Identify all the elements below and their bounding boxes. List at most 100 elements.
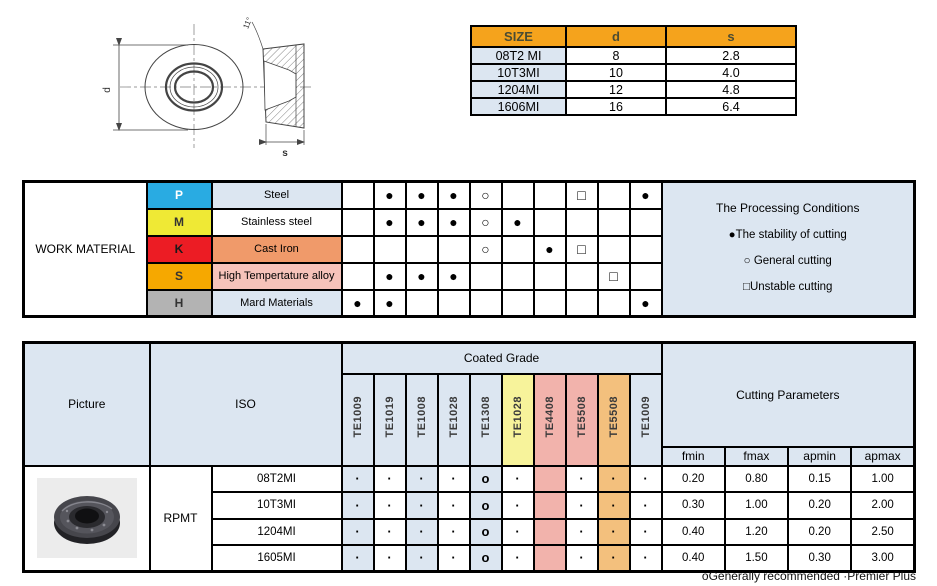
grade-column-header: TE1009 — [340, 372, 375, 467]
size-table-header: SIZE d s — [470, 25, 797, 48]
grade-column-header: TE5508 — [564, 372, 599, 467]
iso-size: 1204MI — [210, 517, 343, 546]
apmax-value: 1.00 — [850, 464, 916, 493]
wm-row-p: WORK MATERIAL P Steel ● ● ● ○ □ ● The Pr… — [22, 180, 916, 318]
insert-row: 1204MI · · · · o · · · · 0.40 1.20 0.20 … — [24, 517, 916, 546]
suitability-mark — [372, 234, 407, 264]
grade-mark: · — [596, 464, 631, 493]
suitability-mark — [564, 288, 599, 318]
fmin-header: fmin — [660, 445, 726, 467]
suitability-mark: ○ — [468, 234, 503, 264]
grade-label: TE1028 — [447, 396, 460, 438]
grade-mark — [532, 517, 567, 546]
suitability-mark — [436, 234, 471, 264]
material-name: High Tempertature alloy — [210, 261, 343, 291]
legend-item-stability: ●The stability of cutting — [728, 229, 847, 241]
iso-header: ISO — [148, 341, 343, 467]
grade-mark: · — [628, 517, 663, 546]
cutting-parameters-header: Cutting Parameters — [660, 341, 916, 448]
apmax-value: 3.00 — [850, 543, 916, 573]
grade-label: TE1308 — [479, 396, 492, 438]
suitability-mark — [468, 261, 503, 291]
grade-mark: · — [500, 543, 535, 573]
apmin-value: 0.15 — [787, 464, 853, 493]
angle-label: 11° — [241, 16, 254, 30]
suitability-mark — [532, 207, 567, 237]
picture-header: Picture — [22, 341, 151, 467]
iso-size: 10T3MI — [210, 490, 343, 520]
d-value: 8 — [565, 46, 667, 65]
wm-row-m: M Stainless steel ● ● ● ○ ● — [24, 207, 915, 237]
suitability-mark — [628, 207, 663, 237]
grade-column-header: TE5508 — [596, 372, 631, 467]
suitability-mark — [340, 207, 375, 237]
size-name: 08T2 MI — [470, 46, 567, 65]
suitability-mark — [340, 234, 375, 264]
coated-grade-header: Coated Grade — [340, 341, 663, 375]
apmin-header: apmin — [787, 445, 853, 467]
wm-row-s: S High Tempertature alloy ● ● ● □ — [24, 261, 915, 291]
size-table: SIZE d s 08T2 MI 8 2.8 10T3MI 10 4.0 120… — [470, 25, 797, 116]
suitability-mark — [500, 288, 535, 318]
grade-mark: · — [500, 464, 535, 493]
grade-mark: · — [340, 490, 375, 520]
grade-mark: · — [596, 517, 631, 546]
grade-column-header: TE1009 — [628, 372, 663, 467]
grade-column-header: TE1028 — [436, 372, 471, 467]
material-name: Steel — [210, 180, 343, 210]
suitability-mark: ● — [372, 288, 407, 318]
fmax-header: fmax — [723, 445, 790, 467]
suitability-mark: ● — [340, 288, 375, 318]
fmin-value: 0.40 — [660, 543, 726, 573]
insert-row: 10T3MI · · · · o · · · · 0.30 1.00 0.20 … — [24, 490, 916, 520]
suitability-mark: ● — [372, 207, 407, 237]
apmax-value: 2.50 — [850, 517, 916, 546]
suitability-mark — [564, 261, 599, 291]
grade-mark: · — [628, 464, 663, 493]
front-view — [113, 24, 312, 148]
suitability-mark: □ — [564, 234, 599, 264]
grade-mark: · — [436, 490, 471, 520]
suitability-mark — [532, 288, 567, 318]
grade-label: TE1008 — [415, 396, 428, 438]
s-value: 4.0 — [665, 63, 797, 82]
suitability-mark: ● — [500, 207, 535, 237]
size-row: 1204MI 12 4.8 — [470, 80, 797, 99]
suitability-mark — [628, 234, 663, 264]
grade-column-header: TE1019 — [372, 372, 407, 467]
grade-mark: · — [372, 464, 407, 493]
grades-header-row: Picture ISO Coated Grade Cutting Paramet… — [22, 341, 916, 467]
grade-mark: o — [468, 464, 503, 493]
apmin-value: 0.20 — [787, 490, 853, 520]
grade-mark: · — [340, 517, 375, 546]
insert-photo-cell — [22, 464, 151, 573]
iso-series: RPMT — [148, 464, 213, 573]
iso-size: 08T2MI — [210, 464, 343, 493]
wm-row-h: H Mard Materials ● ● ● — [24, 288, 915, 318]
size-row: 10T3MI 10 4.0 — [470, 63, 797, 82]
grade-mark: o — [468, 517, 503, 546]
fmax-value: 1.00 — [723, 490, 790, 520]
grade-mark: · — [500, 517, 535, 546]
grade-mark: · — [436, 517, 471, 546]
legend-item-unstable: □Unstable cutting — [743, 281, 833, 293]
material-name: Stainless steel — [210, 207, 343, 237]
material-name: Mard Materials — [210, 288, 343, 318]
fmax-value: 1.50 — [723, 543, 790, 573]
suitability-mark: ● — [628, 180, 663, 210]
grade-mark: o — [468, 490, 503, 520]
suitability-mark — [564, 207, 599, 237]
processing-conditions-legend: The Processing Conditions ●The stability… — [660, 180, 916, 318]
grade-label: TE1009 — [351, 396, 364, 438]
suitability-mark — [500, 261, 535, 291]
material-code-m: M — [145, 207, 213, 237]
grade-column-header: TE4408 — [532, 372, 567, 467]
grade-label: TE5508 — [607, 396, 620, 438]
grade-mark: · — [628, 490, 663, 520]
work-material-table: WORK MATERIAL P Steel ● ● ● ○ □ ● The Pr… — [22, 180, 916, 318]
grade-column-header: TE1028 — [500, 372, 535, 467]
suitability-mark — [596, 288, 631, 318]
grade-mark: o — [468, 543, 503, 573]
d-value: 12 — [565, 80, 667, 99]
work-material-title: WORK MATERIAL — [22, 180, 148, 318]
